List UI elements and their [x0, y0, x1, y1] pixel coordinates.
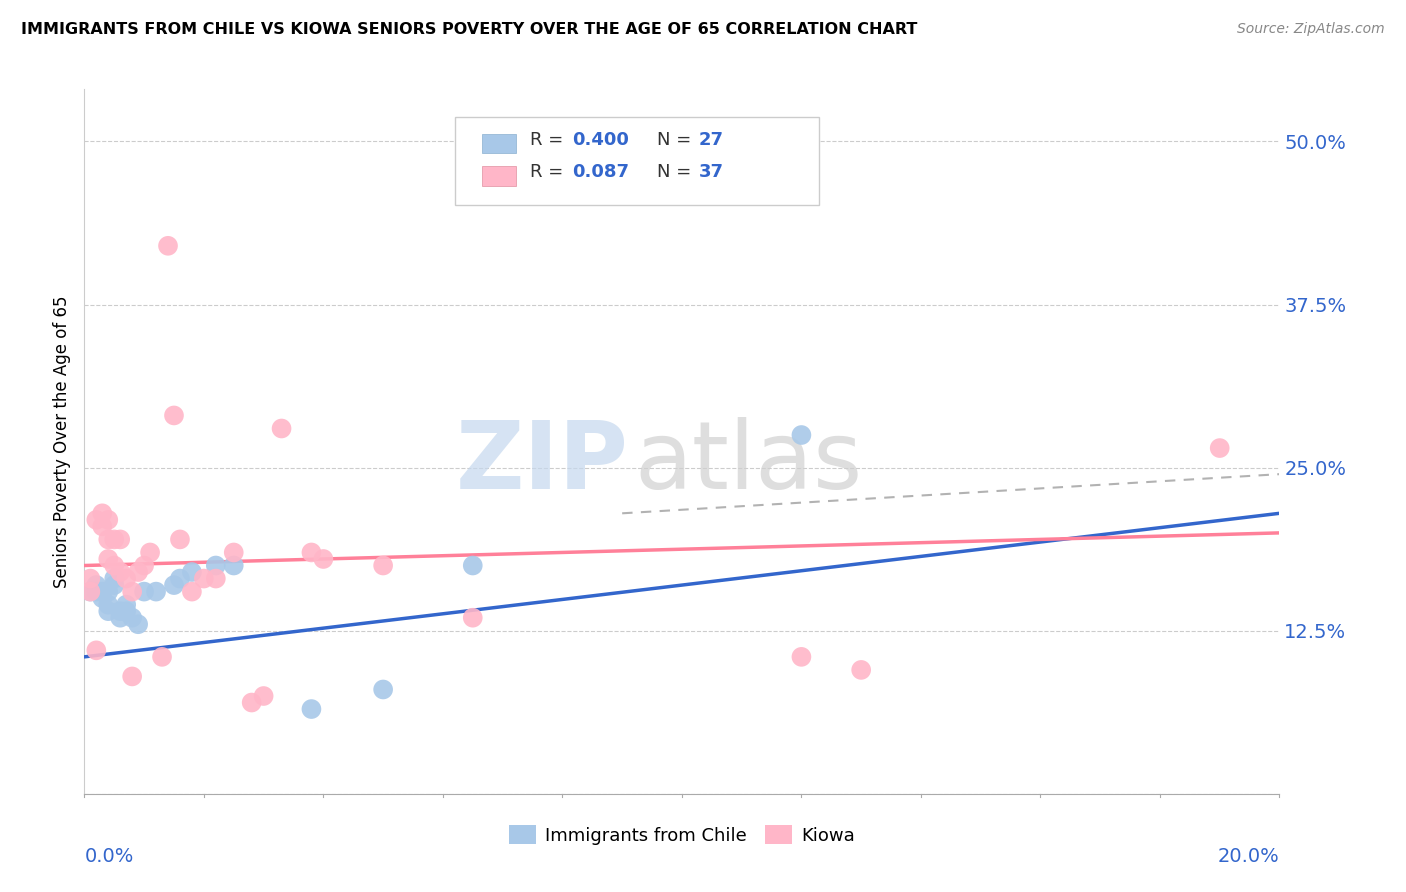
Point [1209, 441, 1232, 455]
Point [253, 689, 276, 703]
Point [193, 572, 215, 586]
Point [270, 421, 292, 435]
FancyBboxPatch shape [482, 134, 516, 153]
Point [97, 533, 120, 547]
Point [97, 604, 120, 618]
Point [139, 545, 162, 559]
Point [145, 584, 167, 599]
Point [97, 584, 120, 599]
Point [373, 682, 395, 697]
Point [79, 584, 101, 599]
Text: R =: R = [530, 131, 569, 149]
Point [110, 604, 132, 618]
Point [461, 611, 484, 625]
Point [110, 611, 132, 625]
Point [121, 584, 143, 599]
Point [97, 552, 120, 566]
Point [86, 513, 108, 527]
Point [97, 598, 120, 612]
Point [127, 565, 149, 579]
Text: 27: 27 [699, 131, 724, 149]
Point [132, 558, 156, 573]
Point [115, 604, 138, 618]
Text: 0.087: 0.087 [572, 163, 628, 181]
Point [115, 572, 138, 586]
Text: Source: ZipAtlas.com: Source: ZipAtlas.com [1237, 22, 1385, 37]
Point [790, 649, 813, 664]
Point [86, 578, 108, 592]
Point [181, 565, 204, 579]
Text: 0.0%: 0.0% [84, 847, 134, 866]
Point [91, 519, 114, 533]
Text: ZIP: ZIP [456, 417, 628, 508]
Point [301, 702, 323, 716]
FancyBboxPatch shape [456, 118, 820, 205]
Point [181, 584, 204, 599]
Point [110, 565, 132, 579]
Point [121, 611, 143, 625]
Y-axis label: Seniors Poverty Over the Age of 65: Seniors Poverty Over the Age of 65 [53, 295, 72, 588]
Point [103, 572, 125, 586]
Point [97, 513, 120, 527]
Point [222, 545, 245, 559]
Point [86, 643, 108, 657]
Point [150, 649, 173, 664]
Point [851, 663, 873, 677]
Point [163, 578, 186, 592]
Text: R =: R = [530, 163, 569, 181]
Point [312, 552, 335, 566]
Point [79, 572, 101, 586]
Point [163, 409, 186, 423]
Point [127, 617, 149, 632]
Point [205, 558, 228, 573]
Point [373, 558, 395, 573]
Point [91, 584, 114, 599]
Text: 0.400: 0.400 [572, 131, 628, 149]
Point [157, 239, 180, 253]
Point [461, 558, 484, 573]
Point [103, 558, 125, 573]
Text: N =: N = [657, 131, 697, 149]
Point [240, 696, 263, 710]
Point [91, 591, 114, 606]
Point [115, 598, 138, 612]
Point [103, 533, 125, 547]
Point [121, 669, 143, 683]
Point [91, 506, 114, 520]
Point [222, 558, 245, 573]
Point [301, 545, 323, 559]
Point [169, 572, 191, 586]
Text: IMMIGRANTS FROM CHILE VS KIOWA SENIORS POVERTY OVER THE AGE OF 65 CORRELATION CH: IMMIGRANTS FROM CHILE VS KIOWA SENIORS P… [21, 22, 918, 37]
Text: atlas: atlas [634, 417, 862, 508]
Point [132, 584, 156, 599]
Legend: Immigrants from Chile, Kiowa: Immigrants from Chile, Kiowa [502, 818, 862, 852]
Text: 20.0%: 20.0% [1218, 847, 1279, 866]
Point [790, 428, 813, 442]
Point [79, 584, 101, 599]
Point [205, 572, 228, 586]
Point [86, 584, 108, 599]
Point [103, 578, 125, 592]
FancyBboxPatch shape [482, 166, 516, 186]
Text: 37: 37 [699, 163, 724, 181]
Point [169, 533, 191, 547]
Text: N =: N = [657, 163, 697, 181]
Point [110, 533, 132, 547]
